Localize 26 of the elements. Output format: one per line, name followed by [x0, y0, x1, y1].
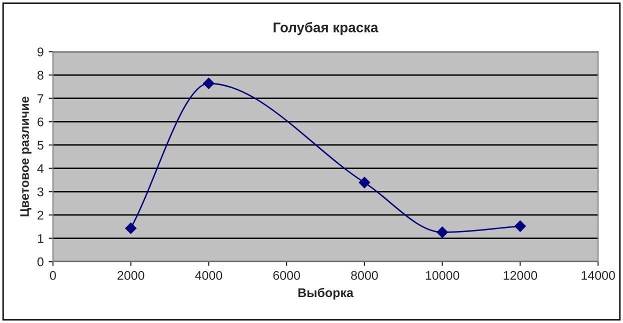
y-tick-label: 7	[38, 94, 44, 103]
point	[203, 78, 214, 90]
y-tick-label: 6	[38, 117, 44, 126]
x-tick-label: 0	[50, 270, 56, 280]
x-axis-title: Выборка	[298, 288, 354, 300]
x-tick-label: 4000	[195, 270, 222, 280]
y-tick-label: 3	[37, 187, 44, 196]
point	[436, 226, 448, 238]
point	[358, 176, 370, 188]
y-tick-label: 1	[38, 234, 44, 243]
x-tick-label: 8000	[351, 270, 378, 280]
point	[514, 220, 526, 232]
point	[125, 222, 136, 234]
x-tick-label: 12000	[504, 270, 538, 280]
x-tick-label: 10000	[426, 270, 460, 280]
chart-title: Голубая краска	[274, 22, 378, 36]
y-tick-label: 5	[37, 140, 44, 150]
y-tick-label: 4	[37, 164, 44, 173]
y-tick-label: 2	[38, 210, 44, 220]
y-axis-title: Цветовое различие	[20, 96, 32, 216]
y-tick-label: 0	[37, 257, 44, 266]
x-tick-label: 2000	[118, 270, 144, 280]
x-tick-label: 6000	[273, 270, 300, 280]
x-tick-label: 14000	[582, 270, 615, 280]
y-tick-label: 9	[38, 47, 44, 56]
y-tick-label: 8	[38, 70, 44, 80]
